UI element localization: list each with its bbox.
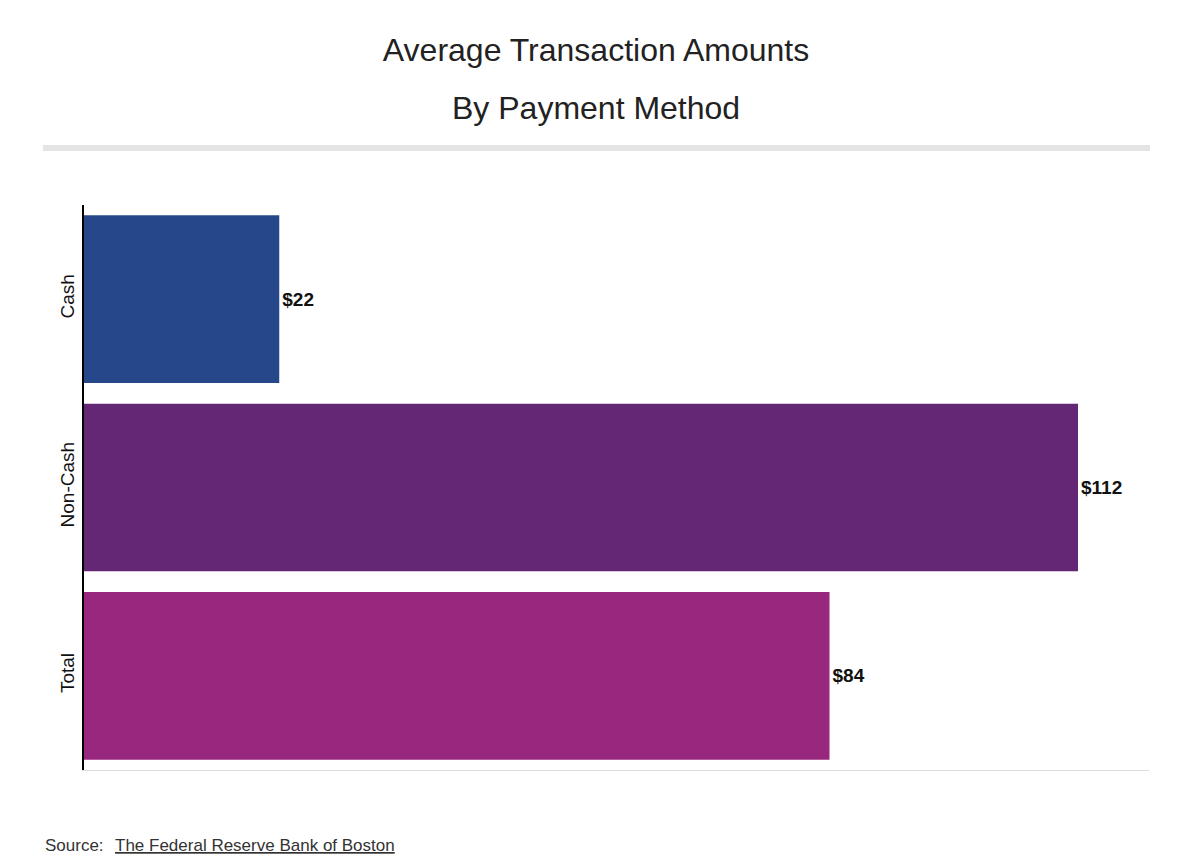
svg-text:$22: $22 [282,289,314,310]
svg-text:Non-Cash: Non-Cash [57,442,78,528]
svg-text:$112: $112 [1081,477,1122,498]
svg-text:The Federal Reserve Bank of Bo: The Federal Reserve Bank of Boston [115,836,395,855]
svg-text:Average Transaction Amounts: Average Transaction Amounts [383,32,809,68]
svg-text:By Payment Method: By Payment Method [452,90,740,126]
svg-text:Cash: Cash [57,274,78,318]
svg-text:Source:: Source: [45,836,104,855]
svg-text:$84: $84 [833,665,865,686]
svg-text:Total: Total [57,653,78,693]
